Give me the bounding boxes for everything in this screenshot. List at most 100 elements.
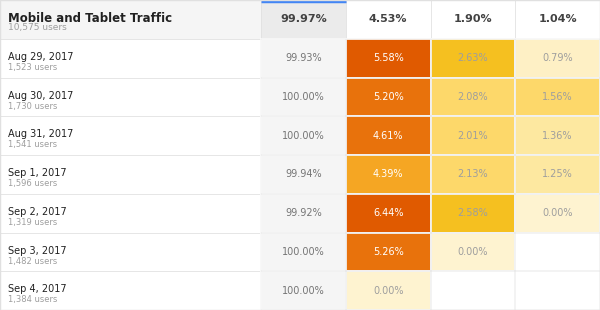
Text: 1,596 users: 1,596 users [8, 179, 57, 188]
Bar [346, 271, 431, 310]
Bar [431, 0, 515, 39]
Text: 2.63%: 2.63% [458, 53, 488, 63]
Bar [346, 39, 431, 78]
Bar [431, 194, 515, 232]
Bar [0, 194, 261, 232]
Bar [431, 232, 515, 271]
Bar [346, 194, 431, 232]
Bar [431, 116, 515, 155]
Text: Aug 29, 2017: Aug 29, 2017 [8, 52, 74, 62]
Text: 99.93%: 99.93% [285, 53, 322, 63]
Bar [431, 155, 515, 194]
Bar [346, 155, 431, 194]
Text: 99.92%: 99.92% [285, 208, 322, 218]
Bar [515, 271, 600, 310]
Text: 0.00%: 0.00% [373, 286, 403, 296]
Bar [346, 232, 431, 271]
Text: 0.00%: 0.00% [542, 208, 573, 218]
Bar [431, 78, 515, 116]
Bar [346, 116, 431, 155]
Text: Aug 30, 2017: Aug 30, 2017 [8, 91, 73, 101]
Bar [431, 194, 515, 232]
Text: Sep 3, 2017: Sep 3, 2017 [8, 246, 67, 256]
Bar [261, 0, 346, 39]
Bar [515, 0, 600, 39]
Bar [431, 39, 515, 78]
Bar [515, 39, 600, 78]
Bar [515, 155, 600, 194]
Bar [261, 39, 346, 78]
Text: Sep 1, 2017: Sep 1, 2017 [8, 168, 67, 178]
Text: 1.04%: 1.04% [538, 14, 577, 24]
Bar [431, 78, 515, 116]
Bar [346, 271, 431, 310]
Bar [261, 232, 346, 271]
Bar [261, 194, 346, 232]
Bar [515, 194, 600, 232]
Text: 2.01%: 2.01% [458, 131, 488, 141]
Text: 2.58%: 2.58% [458, 208, 488, 218]
Bar [515, 194, 600, 232]
Bar [515, 232, 600, 271]
Bar [261, 155, 346, 194]
Text: 99.97%: 99.97% [280, 14, 327, 24]
Text: 1.56%: 1.56% [542, 92, 573, 102]
Text: 1.25%: 1.25% [542, 169, 573, 179]
Text: 1,319 users: 1,319 users [8, 218, 57, 227]
Bar [261, 78, 346, 116]
Text: 1,541 users: 1,541 users [8, 140, 57, 149]
Bar [0, 39, 261, 78]
Bar [515, 39, 600, 78]
Bar [261, 271, 346, 310]
Bar [346, 194, 431, 232]
Text: 100.00%: 100.00% [282, 247, 325, 257]
Bar [261, 194, 346, 232]
Bar [431, 155, 515, 194]
Text: 100.00%: 100.00% [282, 286, 325, 296]
Bar [261, 39, 346, 78]
Text: 4.53%: 4.53% [369, 14, 407, 24]
Bar [515, 116, 600, 155]
Bar [0, 78, 261, 116]
Bar [346, 155, 431, 194]
Bar [431, 271, 515, 310]
Bar [0, 271, 261, 310]
Bar [0, 232, 261, 271]
Text: 100.00%: 100.00% [282, 131, 325, 141]
Bar [0, 116, 261, 155]
Text: Sep 2, 2017: Sep 2, 2017 [8, 207, 67, 217]
Bar [515, 116, 600, 155]
Bar [431, 116, 515, 155]
Bar [346, 78, 431, 116]
Bar [346, 232, 431, 271]
Bar [261, 78, 346, 116]
Text: 100.00%: 100.00% [282, 92, 325, 102]
Text: 1.36%: 1.36% [542, 131, 573, 141]
Bar [346, 39, 431, 78]
Bar [515, 232, 600, 271]
Text: 1.90%: 1.90% [454, 14, 492, 24]
Text: Mobile and Tablet Traffic: Mobile and Tablet Traffic [8, 11, 172, 24]
Bar [515, 155, 600, 194]
Text: Sep 4, 2017: Sep 4, 2017 [8, 285, 67, 294]
Text: 1,482 users: 1,482 users [8, 257, 57, 266]
Text: 6.44%: 6.44% [373, 208, 403, 218]
Text: 1,384 users: 1,384 users [8, 295, 58, 304]
Bar [0, 0, 261, 39]
Bar [261, 271, 346, 310]
Text: 5.26%: 5.26% [373, 247, 404, 257]
Bar [346, 0, 431, 39]
Text: 10,575 users: 10,575 users [8, 23, 67, 32]
Bar [346, 116, 431, 155]
Text: 1,523 users: 1,523 users [8, 63, 57, 72]
Bar [0, 155, 261, 194]
Text: 0.00%: 0.00% [458, 247, 488, 257]
Text: 1,730 users: 1,730 users [8, 102, 58, 111]
Bar [515, 271, 600, 310]
Bar [261, 232, 346, 271]
Bar [261, 116, 346, 155]
Bar [515, 78, 600, 116]
Bar [261, 116, 346, 155]
Text: 5.58%: 5.58% [373, 53, 404, 63]
Text: 2.13%: 2.13% [458, 169, 488, 179]
